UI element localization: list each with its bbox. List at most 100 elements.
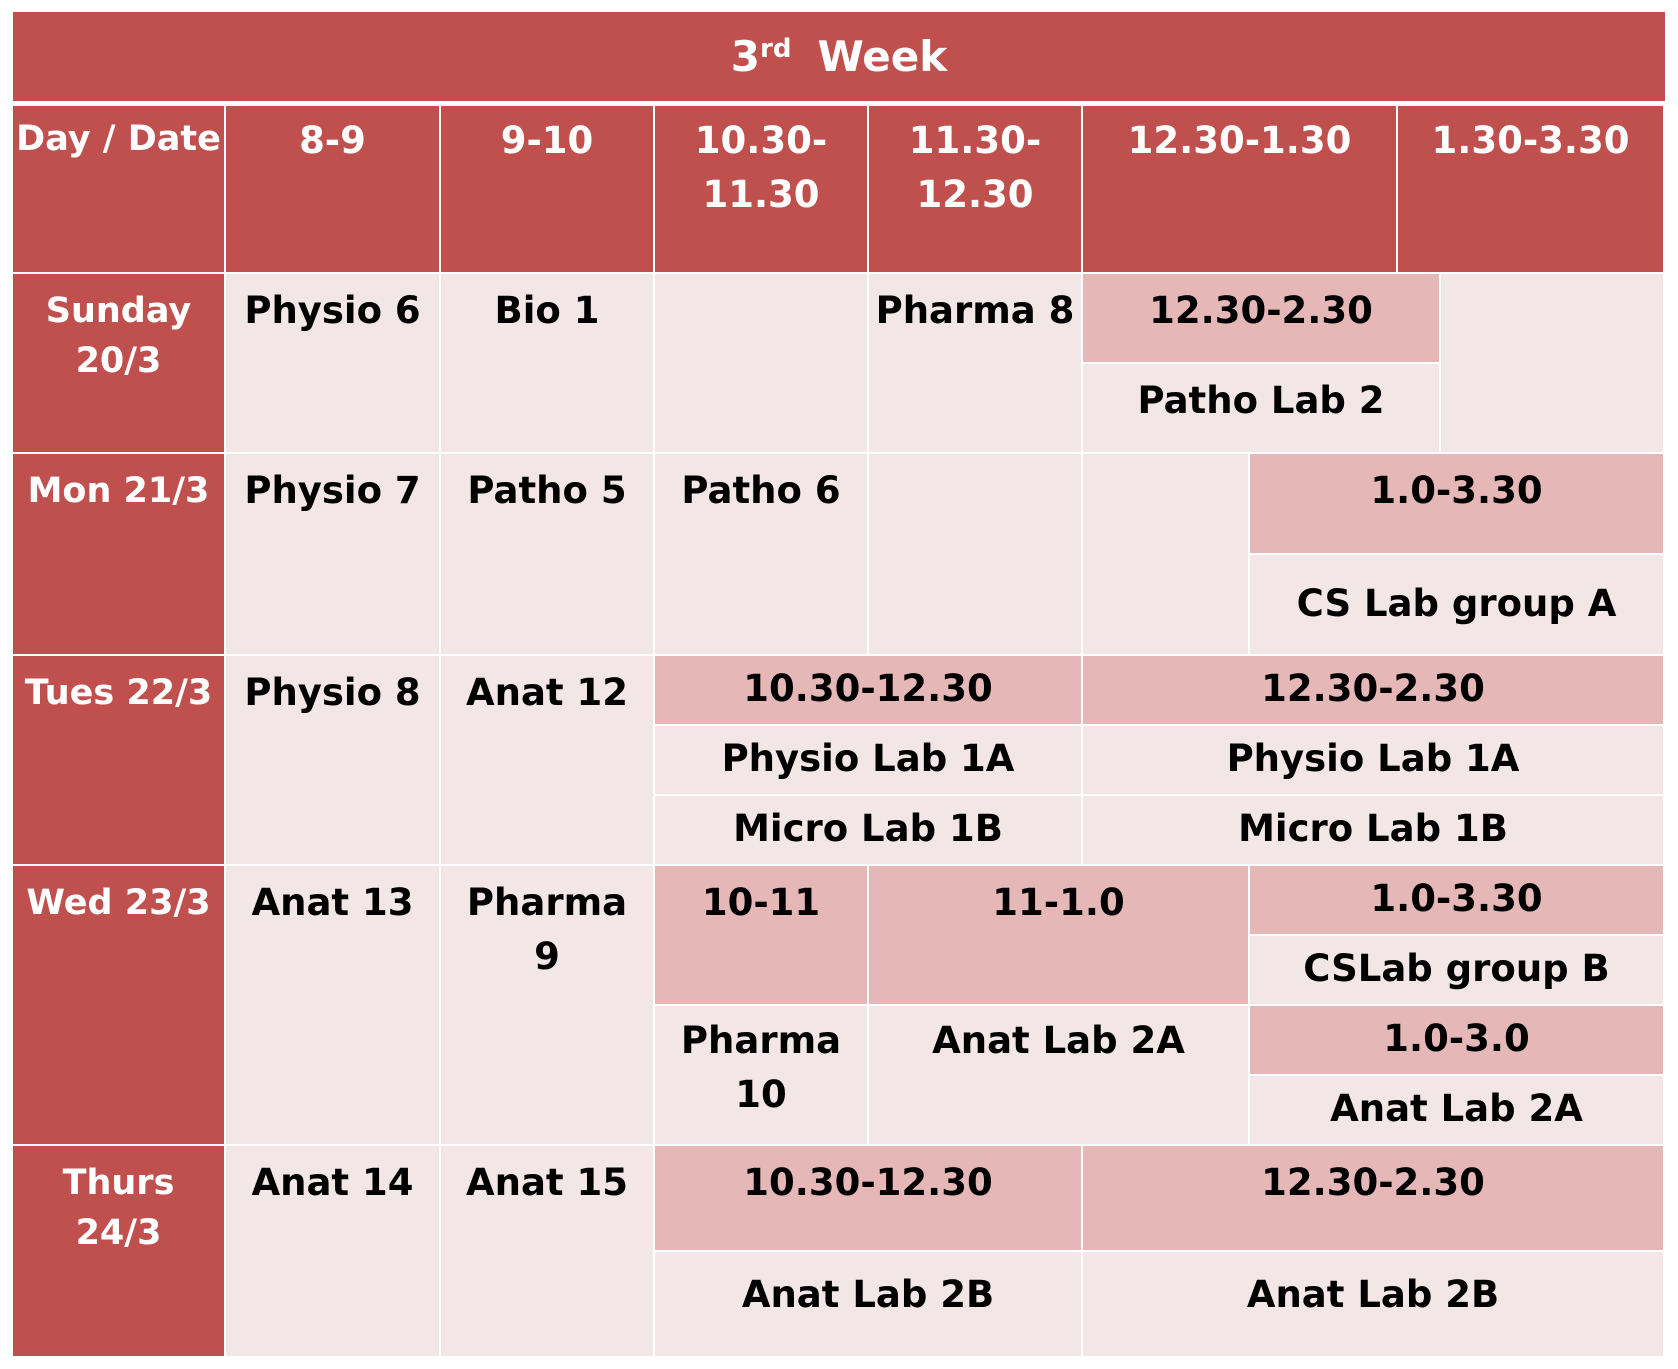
header-day-date-label: Day / Date	[16, 119, 221, 159]
time-label: 12.30-2.30	[1261, 1161, 1485, 1204]
time-label: 12.30-2.30	[1149, 289, 1373, 332]
time-label: 10-11	[701, 881, 821, 924]
header-slot-label: 8-9	[299, 119, 366, 162]
cell-wed-10-11-time: 10-11	[655, 866, 869, 1006]
cell-wed-11-1-name: Anat Lab 2A	[869, 1006, 1250, 1146]
class-label: Physio 6	[244, 289, 421, 332]
class-label: Physio Lab 1A	[721, 737, 1015, 780]
header-slot-3: 10.30- 11.30	[655, 106, 869, 274]
cell-thu-lab1-name: Anat Lab 2B	[655, 1252, 1083, 1358]
class-label: Pharma 8	[875, 289, 1075, 332]
class-label: Anat Lab 2A	[932, 1019, 1185, 1062]
cell-tue-lab2-b: Micro Lab 1B	[1083, 796, 1665, 866]
cell-thu-lab1-time: 10.30-12.30	[655, 1146, 1083, 1252]
cell-tue-lab2-time: 12.30-2.30	[1083, 656, 1665, 726]
time-label: 12.30-2.30	[1261, 667, 1485, 710]
cell-tue-8-9: Physio 8	[226, 656, 441, 866]
class-label: Anat 15	[465, 1161, 628, 1204]
cell-sun-10-30	[655, 274, 869, 454]
class-label: Patho Lab 2	[1137, 379, 1385, 422]
cell-mon-11-30	[869, 454, 1083, 656]
day-thursday: Thurs 24/3	[13, 1146, 226, 1358]
cell-thu-lab2-name: Anat Lab 2B	[1083, 1252, 1665, 1358]
day-label: Mon 21/3	[27, 471, 210, 511]
cell-mon-12-30	[1083, 454, 1250, 656]
time-label: 10.30-12.30	[743, 667, 993, 710]
cell-tue-lab2-a: Physio Lab 1A	[1083, 726, 1665, 796]
header-slot-2: 9-10	[441, 106, 655, 274]
cell-mon-8-9: Physio 7	[226, 454, 441, 656]
cell-wed-11-1-time: 11-1.0	[869, 866, 1250, 1006]
header-slot-4: 11.30- 12.30	[869, 106, 1083, 274]
cell-thu-9-10: Anat 15	[441, 1146, 655, 1358]
cell-sun-11-30: Pharma 8	[869, 274, 1083, 454]
time-label: 11-1.0	[992, 881, 1125, 924]
header-slot-label: 12.30-1.30	[1127, 119, 1352, 162]
class-label: CSLab group B	[1303, 947, 1610, 990]
class-label: Pharma 10	[680, 1019, 842, 1116]
cell-sun-9-10: Bio 1	[441, 274, 655, 454]
time-label: 1.0-3.30	[1370, 469, 1543, 512]
class-label: Physio 8	[244, 671, 421, 714]
cell-sun-lab-time: 12.30-2.30	[1083, 274, 1441, 364]
header-slot-label: 10.30- 11.30	[694, 119, 828, 216]
cell-tue-9-10: Anat 12	[441, 656, 655, 866]
header-slot-label: 11.30- 12.30	[908, 119, 1042, 216]
cell-tue-lab1-a: Physio Lab 1A	[655, 726, 1083, 796]
cell-wed-anat-name: Anat Lab 2A	[1250, 1076, 1665, 1146]
cell-wed-cs-time: 1.0-3.30	[1250, 866, 1665, 936]
class-label: Anat 13	[251, 881, 414, 924]
week-ordinal-suffix: rd	[760, 33, 792, 64]
class-label: Physio 7	[244, 469, 421, 512]
time-label: 1.0-3.30	[1370, 877, 1543, 920]
cell-tue-lab1-b: Micro Lab 1B	[655, 796, 1083, 866]
class-label: Micro Lab 1B	[733, 807, 1003, 850]
cell-thu-lab2-time: 12.30-2.30	[1083, 1146, 1665, 1252]
week-word: Week	[817, 32, 948, 81]
class-label: Anat 12	[465, 671, 628, 714]
cell-mon-10-30: Patho 6	[655, 454, 869, 656]
header-slot-5: 12.30-1.30	[1083, 106, 1398, 274]
class-label: Patho 5	[467, 469, 627, 512]
cell-sun-lab-name: Patho Lab 2	[1083, 364, 1441, 454]
cell-mon-lab-name: CS Lab group A	[1250, 555, 1665, 656]
day-sunday: Sunday 20/3	[13, 274, 226, 454]
class-label: Pharma 9	[466, 881, 628, 978]
cell-wed-10-11-name: Pharma 10	[655, 1006, 869, 1146]
time-label: 1.0-3.0	[1383, 1017, 1530, 1060]
cell-sun-empty	[1441, 274, 1665, 454]
cell-wed-9-10: Pharma 9	[441, 866, 655, 1146]
day-label: Thurs 24/3	[62, 1163, 175, 1253]
time-label: 10.30-12.30	[743, 1161, 993, 1204]
day-wednesday: Wed 23/3	[13, 866, 226, 1146]
cell-sun-8-9: Physio 6	[226, 274, 441, 454]
header-day-date: Day / Date	[13, 106, 226, 274]
class-label: Patho 6	[681, 469, 841, 512]
class-label: Micro Lab 1B	[1238, 807, 1508, 850]
cell-tue-lab1-time: 10.30-12.30	[655, 656, 1083, 726]
day-label: Sunday 20/3	[45, 291, 192, 381]
class-label: Anat Lab 2B	[1246, 1273, 1500, 1316]
class-label: Anat Lab 2A	[1330, 1087, 1583, 1130]
day-label: Tues 22/3	[24, 673, 213, 713]
cell-mon-lab-time: 1.0-3.30	[1250, 454, 1665, 555]
cell-wed-cs-name: CSLab group B	[1250, 936, 1665, 1006]
cell-mon-9-10: Patho 5	[441, 454, 655, 656]
class-label: Bio 1	[494, 289, 600, 332]
header-slot-label: 1.30-3.30	[1431, 119, 1630, 162]
cell-thu-8-9: Anat 14	[226, 1146, 441, 1358]
class-label: CS Lab group A	[1296, 582, 1617, 625]
header-slot-label: 9-10	[500, 119, 594, 162]
header-slot-1: 8-9	[226, 106, 441, 274]
week-number: 3	[730, 32, 761, 81]
cell-wed-8-9: Anat 13	[226, 866, 441, 1146]
day-tuesday: Tues 22/3	[13, 656, 226, 866]
day-monday: Mon 21/3	[13, 454, 226, 656]
class-label: Anat Lab 2B	[741, 1273, 995, 1316]
day-label: Wed 23/3	[26, 883, 211, 923]
class-label: Anat 14	[251, 1161, 414, 1204]
class-label: Physio Lab 1A	[1226, 737, 1520, 780]
cell-wed-anat-time: 1.0-3.0	[1250, 1006, 1665, 1076]
